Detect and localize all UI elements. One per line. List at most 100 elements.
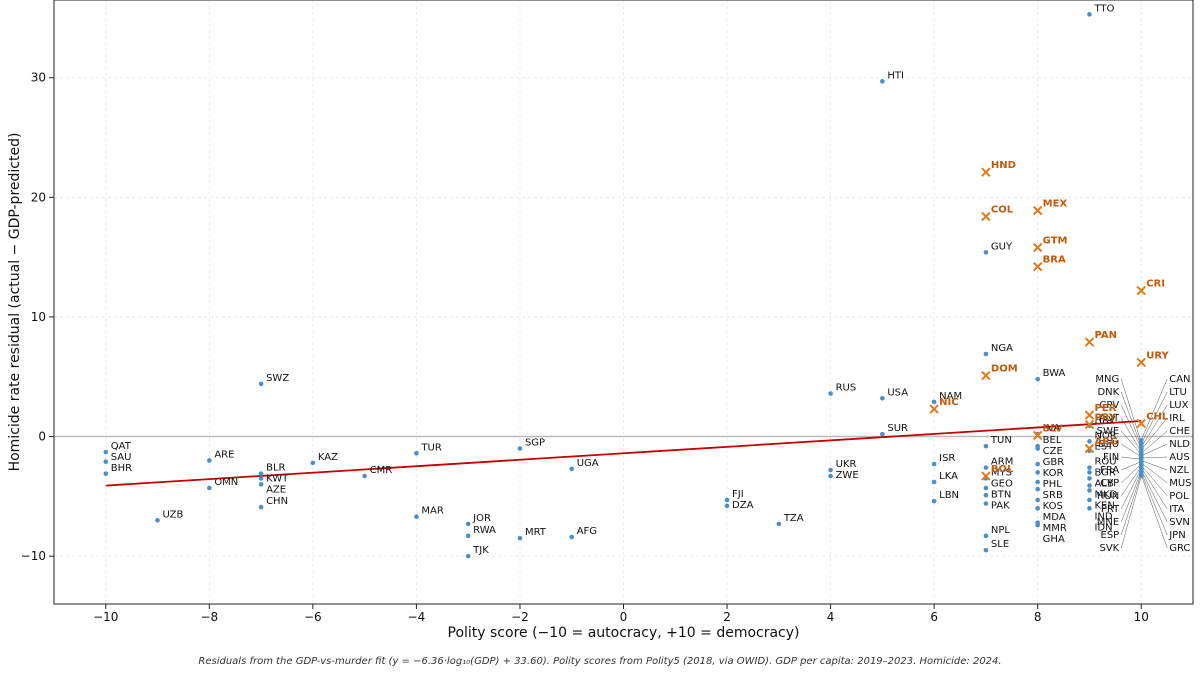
point-label: NOR [1094, 430, 1116, 441]
highlight-point [1032, 262, 1043, 272]
data-point [983, 250, 989, 255]
data-point [1087, 497, 1092, 503]
point-label: IDN [1094, 523, 1112, 534]
point-label: DNK [1097, 387, 1119, 398]
point-label: LBN [939, 490, 959, 501]
data-point [1087, 483, 1092, 488]
y-tick-label: 10 [31, 310, 46, 324]
point-label: KWT [266, 474, 289, 485]
x-tick-label: −10 [93, 610, 118, 624]
highlight-point [1136, 285, 1146, 296]
data-point [1035, 470, 1040, 475]
data-point [1035, 479, 1040, 485]
data-point [1087, 439, 1092, 444]
data-point [414, 514, 419, 519]
point-label: CZE [1043, 446, 1063, 457]
point-label: MYS [991, 468, 1012, 479]
point-label: SWE [1097, 426, 1120, 437]
x-tick-label: −8 [200, 610, 218, 624]
point-label: MAR [421, 506, 443, 517]
point-label: AZE [266, 485, 286, 496]
point-label: GUY [991, 241, 1013, 252]
data-point [465, 521, 471, 527]
data-point [880, 431, 885, 437]
data-point [1087, 12, 1092, 17]
label-connector [1121, 468, 1142, 510]
label-connector [1121, 443, 1142, 458]
point-label: CMR [370, 465, 393, 476]
point-label: DEU [1098, 439, 1119, 450]
point-label: SUR [887, 423, 908, 434]
point-label: SLE [991, 539, 1009, 550]
x-tick-label: −4 [408, 610, 426, 624]
data-point [828, 391, 833, 396]
highlight-label: PER [1094, 403, 1116, 414]
point-label: FJI [732, 489, 744, 500]
point-label: SWZ [266, 373, 289, 384]
data-point [931, 399, 937, 405]
point-label: SRB [1043, 490, 1063, 501]
label-connector [1140, 472, 1168, 536]
point-label: IND [1094, 512, 1112, 523]
chart-caption: Residuals from the GDP-vs-murder fit (y … [198, 656, 1002, 667]
data-point [258, 476, 264, 481]
data-point [258, 381, 264, 387]
point-label: TTO [1093, 3, 1114, 14]
point-label: BLR [266, 463, 285, 474]
data-point [931, 461, 937, 467]
point-label: SVN [1169, 517, 1190, 528]
point-label: UKR [836, 459, 857, 470]
data-point [983, 465, 989, 470]
x-tick-label: 4 [827, 610, 835, 624]
point-label: NLD [1169, 439, 1190, 450]
data-point [724, 497, 730, 503]
point-label: ROU [1094, 457, 1116, 468]
data-point [983, 485, 989, 491]
point-label: BGR [1094, 468, 1115, 479]
fit-line [105, 420, 1142, 487]
x-tick-label: 8 [1034, 610, 1042, 624]
point-label: JOR [472, 513, 491, 524]
highlight-label: URY [1146, 350, 1169, 361]
point-label: EST [1094, 441, 1114, 452]
label-connector [1141, 443, 1168, 456]
grid-lines [54, 0, 1193, 604]
label-connector [1121, 404, 1142, 449]
point-label: GRC [1169, 543, 1190, 554]
data-point [103, 471, 109, 476]
data-point [776, 521, 782, 527]
data-point [983, 443, 989, 449]
data-point [931, 479, 937, 485]
data-point [103, 459, 109, 464]
data-point [517, 446, 523, 451]
highlight-point [981, 167, 991, 177]
point-label: KOR [1043, 468, 1064, 479]
point-label: TJK [472, 545, 489, 556]
data-point [1087, 488, 1092, 493]
y-axis-label: Homicide rate residual (actual − GDP-pre… [7, 133, 23, 472]
point-label: NAM [939, 391, 962, 402]
highlight-label: PAN [1094, 330, 1117, 341]
point-label: NPL [991, 525, 1011, 536]
highlight-label: ARG [1094, 437, 1118, 448]
point-label: KAZ [318, 452, 338, 463]
regression-fit-line [105, 420, 1142, 487]
point-label: UGA [577, 458, 599, 469]
data-point [983, 492, 989, 498]
label-connector [1141, 469, 1168, 523]
label-connector [1121, 461, 1142, 471]
point-label: IRL [1169, 413, 1185, 424]
data-point [931, 498, 937, 504]
data-point [1035, 522, 1040, 528]
point-label: ARE [214, 449, 234, 460]
point-label: ISR [939, 453, 955, 464]
highlight-point [1032, 430, 1043, 441]
point-label: CHN [266, 496, 288, 507]
data-point [1138, 473, 1144, 479]
label-connector [1140, 474, 1168, 549]
x-tick-label: −2 [511, 610, 529, 624]
highlight-label: SLV [1043, 423, 1063, 434]
data-point [1087, 506, 1092, 511]
point-label: ARM [991, 457, 1013, 468]
point-label: UZB [163, 509, 184, 520]
